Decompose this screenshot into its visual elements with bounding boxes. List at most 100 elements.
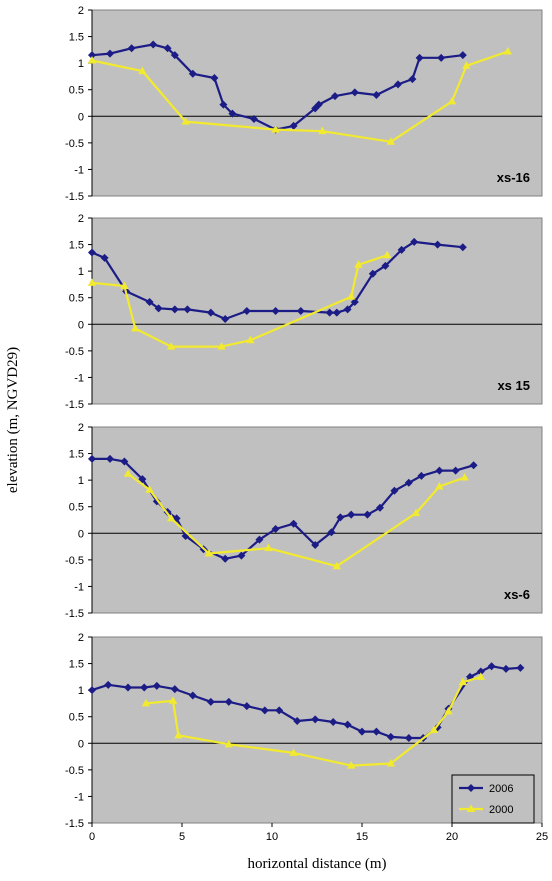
y-tick-label: -0.5 [65,765,84,777]
data-point [383,250,392,259]
y-tick-label: 1.5 [69,449,84,461]
data-point [343,305,352,314]
data-point [289,121,298,130]
data-point [188,69,197,78]
plot-area [91,426,543,614]
data-point [228,109,237,118]
legend-marker [466,804,476,812]
data-point [458,677,467,686]
data-point [210,74,219,83]
legend-label-2000: 2000 [489,804,513,816]
data-point [106,49,114,58]
y-tick-label: -1 [74,791,84,803]
data-point [250,114,258,123]
data-point [140,683,149,692]
panel-label: xs 15 [497,378,530,393]
x-tick-label: 15 [356,831,368,843]
data-point [476,667,485,676]
data-point [145,297,154,306]
data-point [124,683,132,692]
data-point [188,691,197,700]
data-point [314,100,323,109]
y-tick-label: 1 [78,685,84,697]
y-axis-title: elevation (m, NGVD29) [5,347,21,493]
data-point [163,44,172,53]
y-tick-label: 2 [78,5,84,17]
data-point [502,664,510,673]
data-point [271,525,280,534]
y-tick-label: -1.5 [65,608,84,620]
data-point [451,466,460,475]
data-point [460,472,469,481]
data-point [332,308,341,317]
data-point [332,561,341,570]
y-tick-label: -1 [74,581,84,593]
legend: 2006 2000 [451,774,535,824]
y-tick-label: 2 [78,422,84,434]
data-point [408,75,417,84]
data-point [437,53,446,62]
x-tick-label: 10 [266,831,278,843]
data-point [447,96,457,105]
series-line-2006 [91,240,463,321]
data-point [503,46,512,55]
data-point [350,88,359,97]
data-point [100,253,109,262]
y-tick-label: 0 [78,111,84,123]
data-point [458,51,467,60]
y-tick-label: 1.5 [69,32,84,44]
data-point [170,685,179,694]
data-point [168,696,178,704]
x-tick-label: 0 [89,831,95,843]
data-point [293,716,302,725]
data-point [469,461,478,470]
data-point [123,469,133,477]
data-point [386,137,395,145]
data-point [224,739,233,748]
chart-panel-4: 21.510.50-0.5-1-1.50510152025xs-52006200… [65,632,548,843]
data-point [127,44,136,53]
data-point [347,292,356,300]
data-point [219,100,228,109]
y-tick-label: 0 [78,319,84,331]
y-tick-label: -0.5 [65,555,84,567]
data-point [167,513,176,522]
chart-panel-1: 2 1.5 1 0.5 0 -0.5 -1 -1.5 xs-16 [65,5,543,203]
data-point [88,686,96,695]
y-tick-label: 2 [78,632,84,644]
y-tick-label: 2 [78,213,84,225]
series-2000 [87,250,392,350]
data-point [88,454,96,463]
data-point [372,91,381,100]
y-tick-label: 0.5 [69,502,84,514]
chart-panel-3: 2 1.5 1 0.5 0 -0.5 -1 -1.5 xs-6 [65,422,543,620]
data-point [397,245,406,254]
data-point [271,307,280,315]
y-tick-label: -1.5 [65,818,84,830]
data-point [264,543,273,552]
data-point [152,681,161,690]
panel-label: xs-6 [504,587,530,602]
data-point [170,51,179,60]
data-point [376,503,384,512]
data-point [311,540,320,549]
data-point [331,92,339,101]
data-point [386,732,395,741]
data-point [358,727,366,736]
data-point [275,706,284,715]
data-point [289,519,298,528]
data-point [120,457,129,466]
x-tick-label: 25 [536,831,548,843]
data-point [433,240,442,249]
data-point [106,454,114,463]
data-point [435,466,444,475]
data-point [415,53,424,62]
data-point [404,478,413,487]
series-line-2006 [91,665,521,740]
y-tick-label: 1.5 [69,240,84,252]
y-tick-label: -0.5 [65,346,84,358]
data-point [221,554,230,563]
data-point [145,485,154,493]
series-2006 [88,237,467,323]
series-2006 [88,454,478,563]
